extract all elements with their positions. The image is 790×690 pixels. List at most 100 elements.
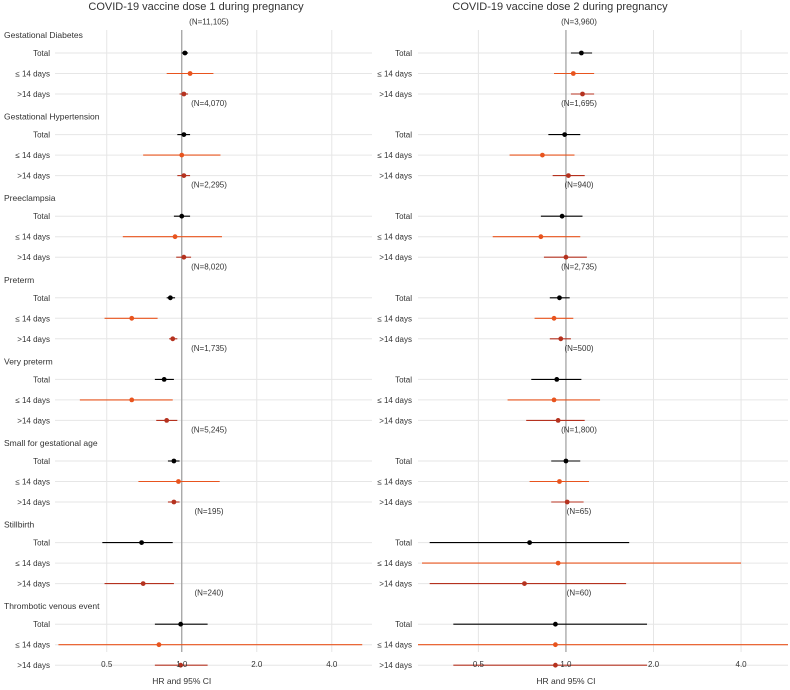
- point-estimate: [570, 71, 576, 76]
- point-estimate: [563, 254, 569, 260]
- outcome-label: Gestational Diabetes: [4, 30, 83, 40]
- point-estimate: [566, 173, 571, 179]
- row-label: ≤ 14 days: [15, 233, 50, 242]
- row-label: >14 days: [379, 498, 412, 507]
- row-label: >14 days: [17, 661, 50, 670]
- outcome-label: Gestational Hypertension: [4, 112, 100, 122]
- row-label: ≤ 14 days: [377, 314, 412, 323]
- n-label: (N=1,695): [561, 99, 597, 108]
- point-estimate: [172, 234, 178, 240]
- outcome-label: Stillbirth: [4, 520, 35, 530]
- n-label: (N=60): [567, 589, 592, 598]
- point-estimate: [181, 254, 187, 260]
- row-label: Total: [33, 212, 50, 221]
- point-estimate: [558, 336, 564, 342]
- point-estimate: [563, 458, 569, 464]
- n-label: (N=2,735): [561, 262, 597, 271]
- x-tick-label: 2.0: [648, 660, 660, 669]
- point-estimate: [555, 418, 561, 423]
- panel-title: COVID-19 vaccine dose 2 during pregnancy: [452, 1, 668, 13]
- outcome-label: Preterm: [4, 275, 34, 285]
- point-estimate: [170, 336, 176, 342]
- row-label: >14 days: [17, 172, 50, 181]
- point-estimate: [140, 581, 146, 586]
- row-label: >14 days: [17, 416, 50, 425]
- row-label: ≤ 14 days: [15, 396, 50, 405]
- point-estimate: [187, 71, 193, 76]
- point-estimate: [527, 540, 533, 545]
- row-label: ≤ 14 days: [377, 478, 412, 487]
- row-label: Total: [395, 375, 412, 384]
- n-label: (N=4,070): [191, 99, 227, 108]
- row-label: Total: [33, 375, 50, 384]
- point-estimate: [564, 499, 570, 505]
- row-label: >14 days: [379, 661, 412, 670]
- row-label: Total: [33, 457, 50, 466]
- row-label: ≤ 14 days: [377, 151, 412, 160]
- panel-title: COVID-19 vaccine dose 1 during pregnancy: [88, 1, 304, 13]
- row-label: Total: [395, 457, 412, 466]
- point-estimate: [578, 50, 584, 56]
- row-label: >14 days: [379, 172, 412, 181]
- row-label: >14 days: [17, 335, 50, 344]
- row-label: Total: [33, 294, 50, 303]
- row-label: >14 days: [17, 90, 50, 99]
- row-label: ≤ 14 days: [15, 151, 50, 160]
- point-estimate: [181, 91, 187, 97]
- row-label: ≤ 14 days: [377, 396, 412, 405]
- point-estimate: [553, 642, 558, 648]
- point-estimate: [181, 173, 187, 179]
- row-label: Total: [395, 539, 412, 548]
- outcome-label: Preeclampsia: [4, 193, 56, 203]
- point-estimate: [554, 377, 560, 382]
- x-tick-label: 2.0: [251, 660, 263, 669]
- n-label: (N=11,105): [189, 18, 229, 27]
- point-estimate: [181, 132, 187, 138]
- row-label: >14 days: [379, 253, 412, 262]
- x-axis-label: HR and 95% CI: [152, 676, 211, 686]
- x-tick-label: 1.0: [560, 660, 572, 669]
- n-label: (N=8,020): [191, 262, 227, 271]
- n-label: (N=240): [194, 589, 223, 598]
- x-tick-label: 4.0: [736, 660, 748, 669]
- point-estimate: [551, 315, 557, 321]
- row-label: ≤ 14 days: [15, 314, 50, 323]
- point-estimate: [182, 50, 188, 56]
- point-estimate: [179, 213, 185, 219]
- point-estimate: [178, 662, 184, 668]
- n-label: (N=2,295): [191, 181, 227, 190]
- outcome-label: Thrombotic venous event: [4, 601, 100, 611]
- point-estimate: [161, 377, 167, 382]
- row-label: ≤ 14 days: [15, 478, 50, 487]
- x-tick-label: 0.5: [101, 660, 113, 669]
- row-label: ≤ 14 days: [377, 233, 412, 242]
- row-label: ≤ 14 days: [377, 70, 412, 79]
- point-estimate: [179, 152, 185, 158]
- row-label: >14 days: [17, 498, 50, 507]
- row-label: >14 days: [379, 416, 412, 425]
- point-estimate: [139, 540, 144, 545]
- row-label: Total: [395, 620, 412, 629]
- point-estimate: [580, 91, 585, 97]
- row-label: ≤ 14 days: [15, 70, 50, 79]
- row-label: ≤ 14 days: [15, 559, 50, 568]
- row-label: ≤ 14 days: [377, 559, 412, 568]
- n-label: (N=940): [564, 181, 593, 190]
- point-estimate: [129, 315, 135, 321]
- row-label: Total: [395, 212, 412, 221]
- n-label: (N=3,960): [561, 18, 597, 27]
- point-estimate: [522, 581, 527, 586]
- point-estimate: [164, 418, 170, 423]
- point-estimate: [551, 397, 557, 403]
- row-label: Total: [395, 131, 412, 140]
- row-label: Total: [395, 49, 412, 58]
- x-axis-label: HR and 95% CI: [536, 676, 595, 686]
- point-estimate: [540, 152, 545, 158]
- point-estimate: [129, 397, 135, 403]
- point-estimate: [557, 479, 562, 484]
- row-label: >14 days: [17, 580, 50, 589]
- row-label: Total: [33, 131, 50, 140]
- row-label: ≤ 14 days: [377, 641, 412, 650]
- point-estimate: [555, 560, 561, 566]
- row-label: Total: [33, 620, 50, 629]
